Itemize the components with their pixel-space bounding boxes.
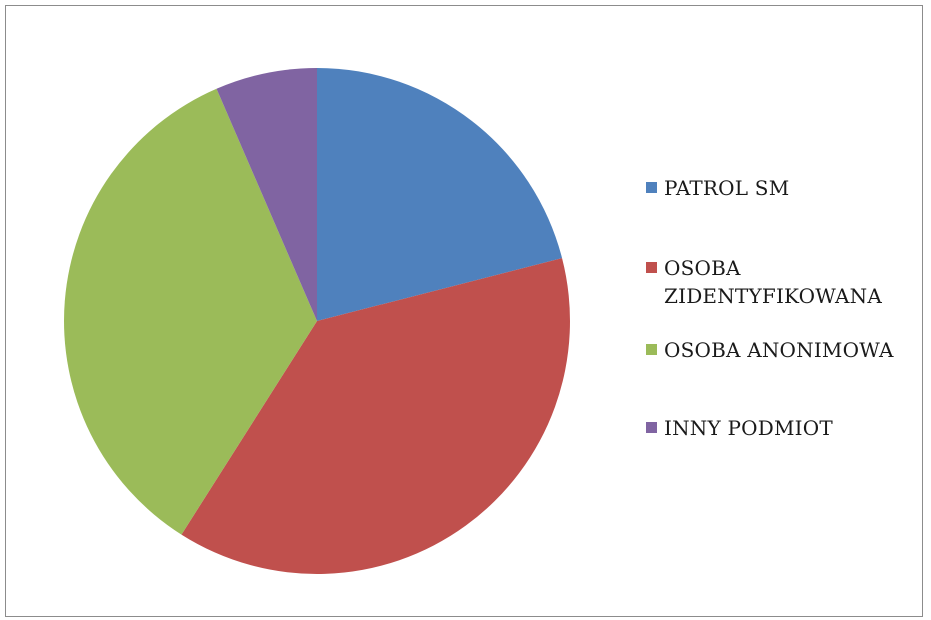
legend-item-patrol-sm: PATROL SM — [646, 174, 914, 202]
legend-label-patrol-sm: PATROL SM — [664, 176, 790, 200]
legend-swatch-patrol-sm — [646, 182, 657, 193]
pie-slice-patrol-sm — [317, 68, 563, 321]
legend-label-osoba-zidentyfikowana: OSOBA ZIDENTYFIKOWANA — [664, 256, 882, 308]
legend-item-inny-podmiot: INNY PODMIOT — [646, 414, 914, 442]
legend-swatch-osoba-anonimowa — [646, 344, 657, 355]
legend-item-osoba-anonimowa: OSOBA ANONIMOWA — [646, 336, 914, 364]
legend-label-osoba-anonimowa: OSOBA ANONIMOWA — [664, 338, 894, 362]
pie-slice-osoba-anonimowa — [64, 88, 317, 535]
pie-slice-inny-podmiot — [216, 68, 317, 321]
legend-label-inny-podmiot: INNY PODMIOT — [664, 416, 833, 440]
pie-chart — [64, 68, 570, 574]
pie-slices — [64, 68, 570, 574]
legend-item-osoba-zidentyfikowana: OSOBA ZIDENTYFIKOWANA — [646, 254, 899, 310]
legend-swatch-osoba-zidentyfikowana — [646, 262, 657, 273]
legend-swatch-inny-podmiot — [646, 422, 657, 433]
pie-slice-osoba-zidentyfikowana — [181, 258, 570, 574]
chart-frame: PATROL SM OSOBA ZIDENTYFIKOWANA OSOBA AN… — [5, 5, 923, 617]
